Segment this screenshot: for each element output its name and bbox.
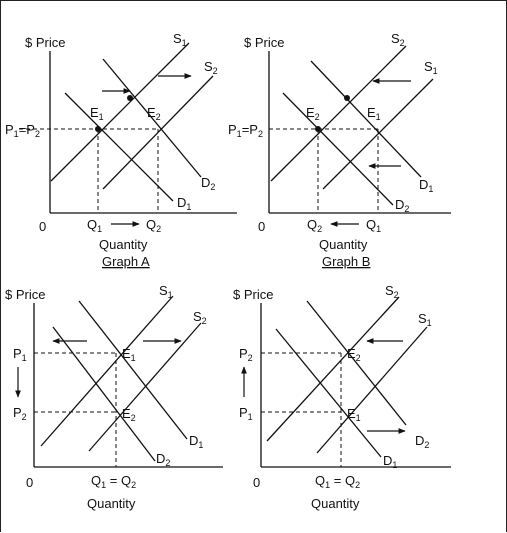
graph-d-label-d1: D1 [383,453,397,470]
graph-b-label-d2: D2 [395,197,409,214]
graph-c-label-s2: S2 [193,309,207,326]
graph-a-label-d2: D2 [201,175,215,192]
graph-b-quantity-label: Quantity [319,237,368,252]
graph-d-origin: 0 [253,475,260,490]
graph-d-label-e2: E2 [347,346,361,363]
graph-c-demand-d1 [78,300,188,440]
graph-d-p1-label: P1 [239,405,253,422]
graph-c: $ Price 0 S1 S2 D1 D2 E1 E2 P1 P2 Q1 = Q… [5,283,223,511]
graph-c-label-s1: S1 [159,283,173,300]
graph-b-point-shift [344,95,350,101]
graph-d-demand-d2 [306,300,407,426]
graph-a-supply-s1 [50,42,190,182]
graph-a-point-shift [127,95,133,101]
graph-b-supply-s2 [270,45,407,182]
graph-a-price-label: P1=P2 [5,122,40,139]
graph-d: $ Price 0 S2 S1 D2 D1 E2 E1 P2 P1 Q1 = Q… [233,283,451,511]
graph-a-demand-d1 [64,92,174,202]
graph-a-origin: 0 [39,219,46,234]
graph-a-label-d1: D1 [177,195,191,212]
graph-c-demand-d2 [52,326,156,462]
graph-c-label-d1: D1 [189,433,203,450]
graph-a: $ Price 0 S1 S2 D2 D1 E1 E2 P1=P2 Q1 Q2 … [5,31,237,269]
graph-b-q2-label: Q2 [307,217,322,234]
graph-a-point-e1 [95,126,101,132]
graph-b-supply-s1 [322,78,434,190]
graph-a-quantity-label: Quantity [99,237,148,252]
graph-d-p2-label: P2 [239,346,253,363]
graph-a-q2-label: Q2 [146,217,161,234]
graph-d-label-e1: E1 [347,406,361,423]
graph-b-price-label: P1=P2 [228,122,263,139]
graph-a-label-e2: E2 [147,105,161,122]
graph-d-y-axis-label: $ Price [233,287,273,302]
graph-d-demand-d1 [275,328,382,458]
graph-b-origin: 0 [258,219,265,234]
graph-b-label-s1: S1 [424,59,438,76]
graph-c-label-d2: D2 [156,451,170,468]
graph-c-q-label: Q1 = Q2 [91,473,136,490]
graph-c-y-axis-label: $ Price [5,287,45,302]
graph-d-quantity-label: Quantity [311,496,360,511]
graph-b-label-s2: S2 [391,31,405,48]
graph-b-point-e2 [315,126,321,132]
graph-b-caption: Graph B [322,254,370,269]
graph-a-demand-d2 [102,58,202,178]
graph-a-caption: Graph A [102,254,150,269]
graph-d-label-s2: S2 [385,283,399,300]
graph-d-label-d2: D2 [415,433,429,450]
graph-b-demand-d1 [310,60,422,178]
graph-d-label-s1: S1 [418,311,432,328]
graph-c-origin: 0 [26,475,33,490]
graph-c-supply-s2 [88,322,202,452]
graph-a-q1-label: Q1 [87,217,102,234]
graph-d-q-label: Q1 = Q2 [315,473,360,490]
graph-a-label-s1: S1 [173,31,187,48]
graph-b-demand-d2 [282,92,394,206]
graph-c-label-e1: E1 [122,346,136,363]
graph-d-supply-s1 [316,326,428,454]
graph-b-label-d1: D1 [419,177,433,194]
graph-b-y-axis-label: $ Price [244,35,284,50]
graph-b-q1-label: Q1 [366,217,381,234]
graph-c-supply-s1 [40,295,174,447]
graph-a-label-s2: S2 [204,59,218,76]
graph-a-label-e1: E1 [90,105,104,122]
graph-b-label-e1: E1 [367,105,381,122]
graph-c-label-e2: E2 [122,406,136,423]
graph-c-quantity-label: Quantity [87,496,136,511]
graph-d-supply-s2 [266,296,400,442]
graph-b: $ Price 0 S2 S1 D1 D2 E2 E1 P1=P2 Q2 Q1 … [228,31,451,269]
graph-a-y-axis-label: $ Price [25,35,65,50]
graph-b-label-e2: E2 [306,105,320,122]
graph-c-p1-label: P1 [13,346,27,363]
graph-c-p2-label: P2 [13,405,27,422]
